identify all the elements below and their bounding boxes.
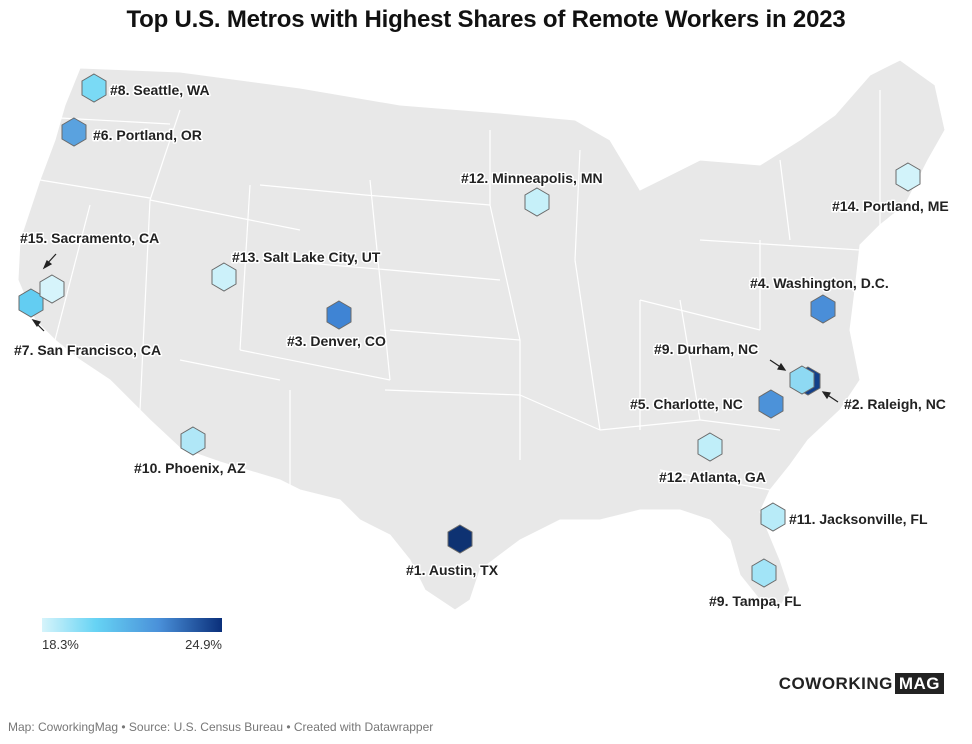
label-minneapolis: #12. Minneapolis, MN: [461, 170, 603, 186]
map-title: Top U.S. Metros with Highest Shares of R…: [126, 6, 846, 33]
marker-washington[interactable]: [810, 294, 836, 324]
marker-charlotte[interactable]: [758, 389, 784, 419]
pointer-arrows: [31, 253, 839, 403]
label-sacramento: #15. Sacramento, CA: [20, 230, 159, 246]
legend-max-label: 24.9%: [185, 637, 222, 652]
label-jacksonville: #11. Jacksonville, FL: [789, 511, 928, 527]
source-footer: Map: CoworkingMag • Source: U.S. Census …: [8, 720, 434, 734]
label-seattle: #8. Seattle, WA: [110, 82, 210, 98]
marker-sacramento[interactable]: [39, 274, 65, 304]
marker-durham[interactable]: [789, 365, 815, 395]
metro-markers: [18, 73, 921, 588]
label-washington: #4. Washington, D.C.: [750, 275, 889, 291]
marker-jacksonville[interactable]: [760, 502, 786, 532]
label-portland-or: #6. Portland, OR: [93, 127, 202, 143]
marker-portland-or[interactable]: [61, 117, 87, 147]
label-phoenix: #10. Phoenix, AZ: [134, 460, 246, 476]
marker-seattle[interactable]: [81, 73, 107, 103]
coworkingmag-logo: COWORKING MAG: [778, 673, 944, 694]
label-durham: #9. Durham, NC: [654, 341, 758, 357]
label-tampa: #9. Tampa, FL: [709, 593, 802, 609]
label-denver: #3. Denver, CO: [287, 333, 386, 349]
label-salt-lake-city: #13. Salt Lake City, UT: [232, 249, 381, 265]
legend-min-label: 18.3%: [42, 637, 79, 652]
color-legend: 18.3% 24.9%: [42, 618, 222, 652]
logo-text-coworking: COWORKING: [778, 674, 893, 693]
label-san-francisco: #7. San Francisco, CA: [14, 342, 161, 358]
label-atlanta: #12. Atlanta, GA: [659, 469, 766, 485]
label-raleigh: #2. Raleigh, NC: [844, 396, 946, 412]
marker-minneapolis[interactable]: [524, 187, 550, 217]
label-charlotte: #5. Charlotte, NC: [630, 396, 743, 412]
marker-austin[interactable]: [447, 524, 473, 554]
marker-atlanta[interactable]: [697, 432, 723, 462]
legend-gradient-bar: [42, 618, 222, 632]
marker-tampa[interactable]: [751, 558, 777, 588]
marker-portland-me[interactable]: [895, 162, 921, 192]
state-borders: [39, 90, 881, 491]
logo-text-mag: MAG: [894, 673, 944, 694]
label-austin: #1. Austin, TX: [406, 562, 499, 578]
marker-phoenix[interactable]: [180, 426, 206, 456]
label-portland-me: #14. Portland, ME: [832, 198, 949, 214]
marker-denver[interactable]: [326, 300, 352, 330]
metro-labels: #1. Austin, TX #2. Raleigh, NC #3. Denve…: [13, 81, 951, 611]
marker-salt-lake-city[interactable]: [211, 262, 237, 292]
